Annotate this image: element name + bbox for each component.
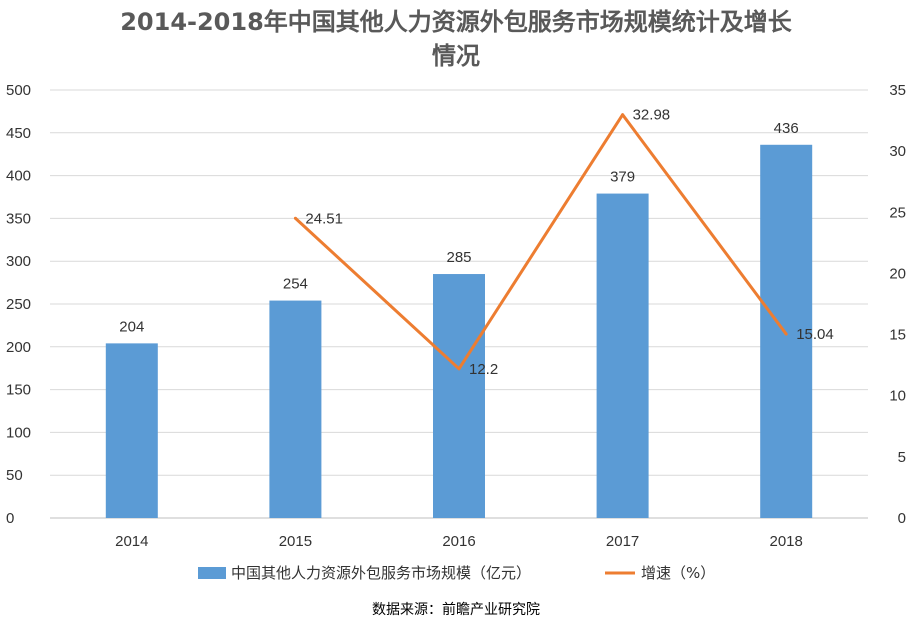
chart-title-line2: 情况 — [432, 42, 480, 70]
bar — [269, 300, 322, 518]
bar — [760, 144, 813, 518]
line-point — [784, 332, 788, 336]
left-tick-label: 200 — [6, 339, 31, 356]
legend-bar-swatch — [198, 567, 226, 579]
legend-line-label: 增速（%） — [641, 564, 715, 582]
right-tick-label: 15 — [889, 327, 906, 344]
left-axis-ticks: 0 50 100 150 200 250 300 350 400 450 500 — [6, 82, 31, 527]
bar-value-label: 254 — [283, 276, 308, 293]
x-tick-label: 2015 — [279, 533, 312, 550]
right-axis-ticks: 0 5 10 15 20 25 30 35 — [889, 82, 906, 527]
left-tick-label: 50 — [6, 467, 23, 484]
bar-value-label: 285 — [446, 249, 471, 266]
left-tick-label: 150 — [6, 382, 31, 399]
left-tick-label: 450 — [6, 125, 31, 142]
right-tick-label: 10 — [889, 388, 906, 405]
right-tick-label: 25 — [889, 204, 906, 221]
left-tick-label: 400 — [6, 168, 31, 185]
line-point — [621, 113, 625, 117]
line-value-label: 15.04 — [796, 326, 834, 343]
bar-data-labels: 204 254 285 379 436 — [119, 120, 798, 336]
right-tick-label: 35 — [889, 82, 906, 99]
line-data-labels: 24.51 12.2 32.98 15.04 — [305, 107, 833, 378]
bar-series — [105, 144, 813, 519]
left-tick-label: 0 — [6, 510, 14, 527]
left-tick-label: 500 — [6, 82, 31, 99]
bar — [596, 193, 649, 519]
chart-title-line1: 2014-2018年中国其他人力资源外包服务市场规模统计及增长 — [120, 8, 793, 36]
left-tick-label: 100 — [6, 424, 31, 441]
left-tick-label: 250 — [6, 296, 31, 313]
left-tick-label: 300 — [6, 253, 31, 270]
right-tick-label: 0 — [898, 510, 906, 527]
x-tick-label: 2014 — [115, 533, 148, 550]
data-source: 数据来源：前瞻产业研究院 — [372, 601, 540, 618]
x-tick-label: 2016 — [442, 533, 475, 550]
growth-line — [294, 113, 788, 371]
bar-value-label: 436 — [774, 120, 799, 137]
legend: 中国其他人力资源外包服务市场规模（亿元） 增速（%） — [198, 564, 715, 582]
x-tick-label: 2017 — [606, 533, 639, 550]
line-point — [457, 367, 461, 371]
line-value-label: 24.51 — [305, 210, 343, 227]
bar-value-label: 379 — [610, 169, 635, 186]
line-point — [293, 216, 297, 220]
x-axis-ticks: 2014 2015 2016 2017 2018 — [115, 533, 803, 550]
bar-value-label: 204 — [119, 318, 144, 335]
line-value-label: 12.2 — [469, 361, 498, 378]
legend-bar-label: 中国其他人力资源外包服务市场规模（亿元） — [231, 564, 531, 582]
left-tick-label: 350 — [6, 210, 31, 227]
right-tick-label: 30 — [889, 143, 906, 160]
right-tick-label: 20 — [889, 265, 906, 282]
x-tick-label: 2018 — [770, 533, 803, 550]
right-tick-label: 5 — [898, 449, 906, 466]
bar — [105, 343, 158, 518]
line-series — [293, 113, 788, 371]
bar — [433, 274, 485, 518]
line-value-label: 32.98 — [633, 107, 671, 124]
